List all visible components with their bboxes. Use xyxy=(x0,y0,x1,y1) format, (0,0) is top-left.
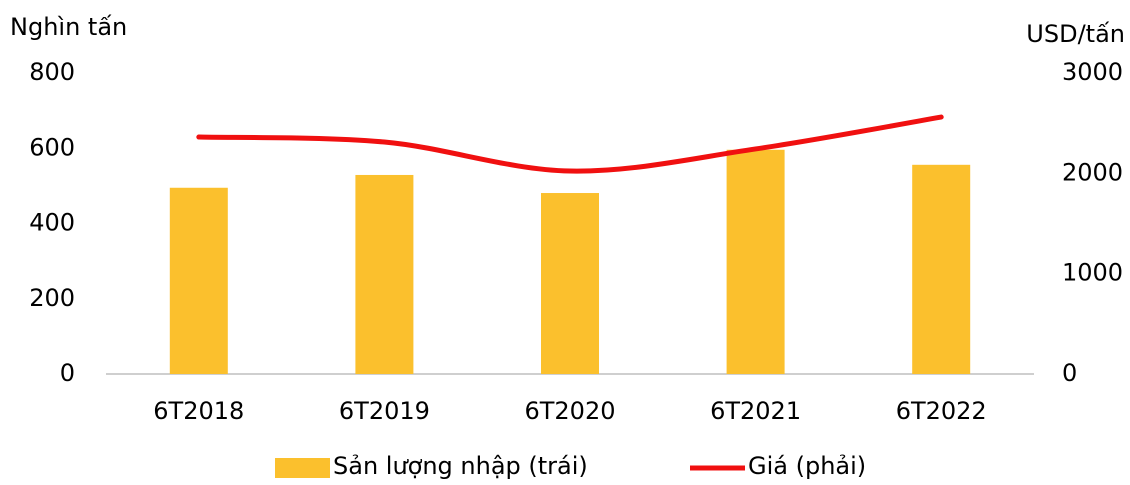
y-axis-title: Nghìn tấn xyxy=(10,13,127,41)
legend-label: Giá (phải) xyxy=(748,452,866,480)
bar xyxy=(912,164,971,374)
bar xyxy=(541,193,599,374)
y2-axis-title: USD/tấn xyxy=(1026,20,1125,48)
legend-label: Sản lượng nhập (trái) xyxy=(333,452,588,480)
y2-tick-label: 0 xyxy=(1062,359,1077,387)
y-tick-label: 600 xyxy=(29,133,75,161)
x-tick-label: 6T2018 xyxy=(153,397,244,425)
x-tick-label: 6T2021 xyxy=(710,397,801,425)
x-tick-label: 6T2022 xyxy=(896,397,987,425)
x-tick-label: 6T2019 xyxy=(339,397,430,425)
bar xyxy=(355,174,414,374)
y2-tick-label: 2000 xyxy=(1062,158,1123,186)
bar xyxy=(726,149,785,374)
legend-swatch xyxy=(275,458,330,478)
y2-tick-label: 3000 xyxy=(1062,58,1123,86)
bar xyxy=(169,187,228,374)
y2-tick-label: 1000 xyxy=(1062,259,1123,287)
y-tick-label: 400 xyxy=(29,209,75,237)
y-tick-label: 0 xyxy=(60,359,75,387)
x-tick-label: 6T2020 xyxy=(524,397,615,425)
y-tick-label: 200 xyxy=(29,284,75,312)
line xyxy=(196,114,944,174)
y-tick-label: 800 xyxy=(29,58,75,86)
